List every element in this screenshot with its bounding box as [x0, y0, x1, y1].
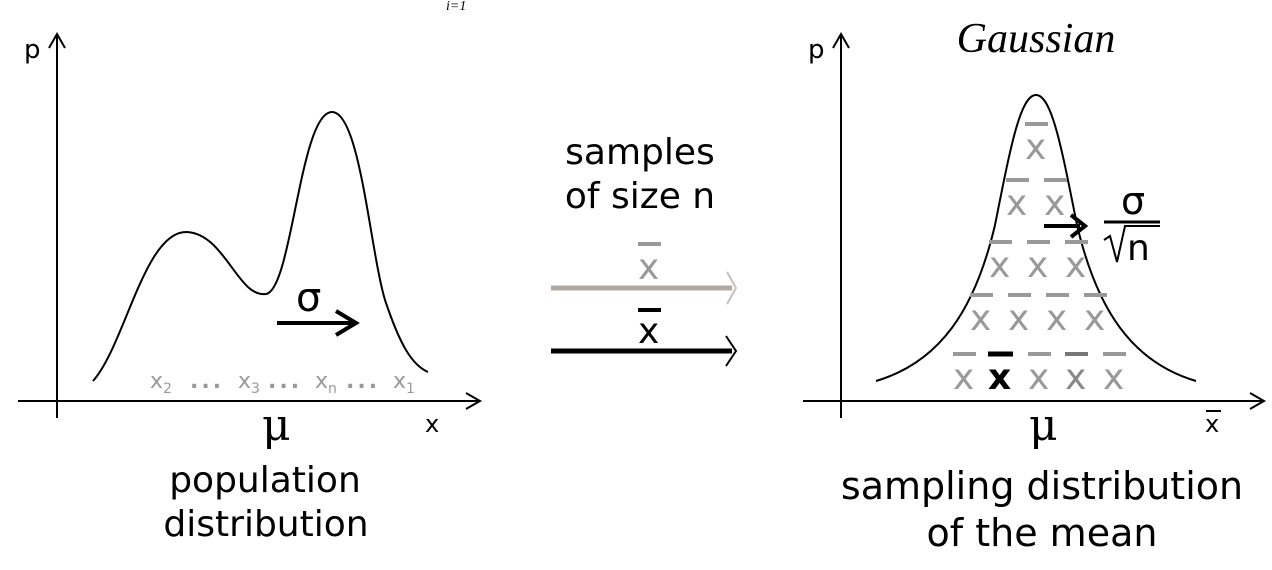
- left-x-axis-arrowhead: [465, 392, 483, 410]
- left-y-axis-arrowhead: [48, 31, 66, 49]
- population-caption-line1: population: [169, 460, 361, 501]
- left-y-axis-label: p: [24, 35, 41, 65]
- samples-text-line1: samples: [565, 132, 715, 173]
- middle-section: samples of size n x x: [551, 132, 738, 367]
- right-y-axis-label: p: [808, 35, 825, 65]
- xbar-sample: x: [1025, 122, 1048, 168]
- svg-text:x: x: [1027, 245, 1048, 286]
- gaussian-curve: [875, 93, 1197, 382]
- xbar-sample: x: [953, 352, 976, 398]
- svg-text:x: x: [970, 298, 991, 339]
- xbar-sample: x: [1065, 240, 1088, 286]
- svg-text:x: x: [1065, 357, 1086, 398]
- right-sigma-arrowhead: [1069, 213, 1089, 239]
- svg-text:x: x: [988, 357, 1011, 398]
- svg-text:x: x: [1008, 298, 1029, 339]
- svg-text:x: x: [989, 245, 1010, 286]
- xbar-sample: x: [1006, 178, 1029, 224]
- sample-values: x2 ... x3 ... xn ... x1: [150, 369, 415, 397]
- population-caption-line2: distribution: [163, 504, 368, 545]
- top-fragment: i=1: [446, 0, 466, 14]
- sigma-over-sqrt-n-denominator: n: [1127, 228, 1150, 269]
- xbar-sample: x: [970, 293, 993, 339]
- population-distribution-curve: [92, 110, 429, 382]
- sampling-caption-line1: sampling distribution: [841, 464, 1243, 508]
- sample-xn: xn: [315, 369, 337, 397]
- xbar-sample: x: [989, 240, 1012, 286]
- right-y-axis-arrowhead: [832, 31, 850, 49]
- xbar-sample: x: [1028, 352, 1051, 398]
- svg-text:x: x: [1103, 357, 1124, 398]
- xbar-sample: x: [1044, 178, 1067, 224]
- left-sigma-label: σ: [296, 275, 321, 321]
- sample-x2: x2: [150, 369, 172, 397]
- xbar-sample: x: [1103, 352, 1126, 398]
- svg-text:x: x: [1025, 127, 1046, 168]
- left-sigma-arrowhead: [334, 309, 360, 337]
- left-panel: p x σ x2 ... x3 ... xn ... x1 μ populati…: [18, 31, 483, 545]
- xbar-sample: x: [1084, 293, 1107, 339]
- left-x-axis-label: x: [425, 410, 439, 438]
- xbar-pyramid: x x x x x x x x x x x x x x x: [953, 122, 1126, 398]
- sample-ellipsis-3: ...: [346, 369, 380, 394]
- gray-arrow-xbar: x: [638, 247, 659, 288]
- xbar-sample: x: [1065, 352, 1088, 398]
- black-sample-arrowhead: [725, 335, 738, 367]
- xbar-sample: x: [1008, 293, 1031, 339]
- sigma-over-sqrt-n-numerator: σ: [1121, 179, 1145, 223]
- sample-x1: x1: [393, 369, 415, 397]
- sample-ellipsis-1: ...: [190, 369, 224, 394]
- right-x-axis-label: x: [1205, 410, 1219, 438]
- left-mean-label: μ: [262, 400, 291, 451]
- black-arrow-xbar: x: [638, 311, 659, 352]
- right-mean-label: μ: [1029, 400, 1058, 451]
- xbar-sample: x: [1046, 293, 1069, 339]
- svg-text:x: x: [1046, 298, 1067, 339]
- svg-text:x: x: [953, 357, 974, 398]
- xbar-sample-highlighted: x: [988, 351, 1013, 398]
- samples-text-line2: of size n: [565, 176, 715, 217]
- sqrt-icon: [1103, 225, 1160, 263]
- xbar-sample: x: [1027, 240, 1050, 286]
- svg-text:x: x: [1065, 245, 1086, 286]
- sample-x3: x3: [238, 369, 260, 397]
- svg-text:x: x: [1006, 183, 1027, 224]
- svg-text:x: x: [1028, 357, 1049, 398]
- gray-sample-arrowhead: [726, 271, 738, 305]
- sampling-caption-line2: of the mean: [927, 511, 1158, 555]
- sample-ellipsis-2: ...: [268, 369, 302, 394]
- svg-text:x: x: [1044, 183, 1065, 224]
- right-panel: Gaussian p x x x x x x x x x x x x x: [803, 16, 1267, 555]
- svg-text:x: x: [1084, 298, 1105, 339]
- right-x-axis-arrowhead: [1249, 392, 1267, 410]
- gaussian-title: Gaussian: [957, 16, 1116, 62]
